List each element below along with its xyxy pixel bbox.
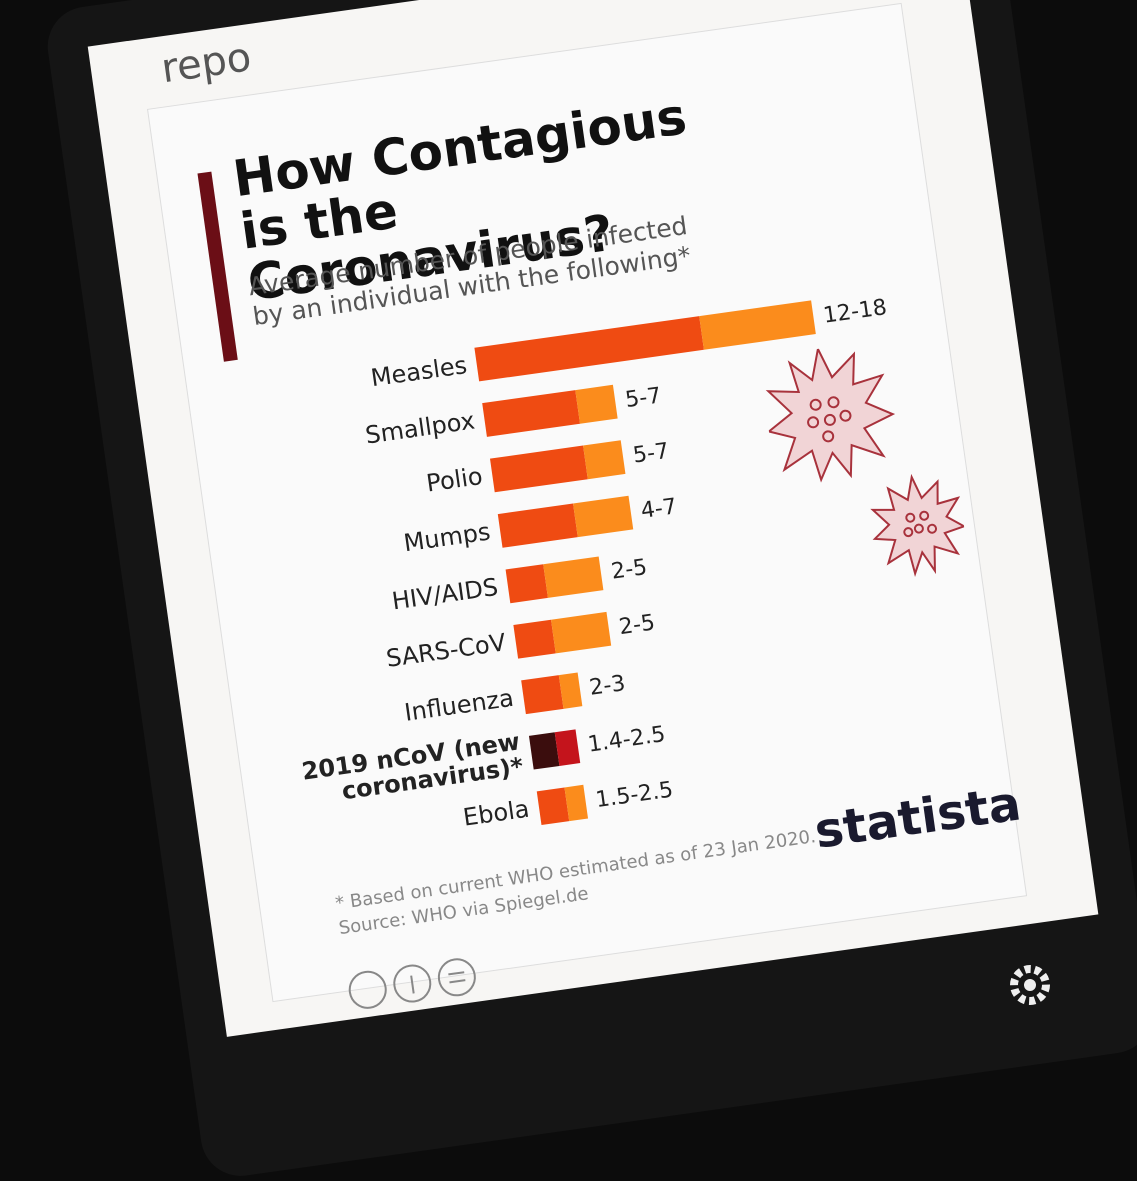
bar-high xyxy=(564,784,589,822)
settings-icon[interactable] xyxy=(1000,955,1060,1015)
cut-text: repo xyxy=(158,34,255,93)
bar-low xyxy=(505,564,548,604)
bar-high xyxy=(575,384,618,424)
screen: repo How Contagious is the Coronavirus? … xyxy=(87,0,1099,1037)
virus-illustration xyxy=(765,345,967,578)
value-label: 2-3 xyxy=(587,670,627,701)
page: repo How Contagious is the Coronavirus? … xyxy=(87,0,1099,1037)
bar-low xyxy=(513,619,556,659)
chart-panel: How Contagious is the Coronavirus? Avera… xyxy=(146,2,1028,1009)
bar-high xyxy=(550,611,612,654)
value-label: 5-7 xyxy=(631,438,671,469)
bar-high xyxy=(698,300,816,350)
bar-high xyxy=(558,672,582,709)
bar-low xyxy=(497,503,578,548)
bar-low xyxy=(521,675,564,715)
value-label: 2-5 xyxy=(617,609,657,640)
phone: repo How Contagious is the Coronavirus? … xyxy=(42,0,1137,1181)
bar-high xyxy=(572,495,634,538)
bar-low xyxy=(482,390,581,437)
bar-low xyxy=(489,445,589,493)
license-icons xyxy=(348,958,476,1009)
value-label: 12-18 xyxy=(821,294,889,329)
bar-high xyxy=(555,729,581,766)
bar-high xyxy=(583,440,626,480)
bar-high xyxy=(542,556,604,598)
value-label: 5-7 xyxy=(623,382,663,413)
value-label: 4-7 xyxy=(639,493,679,524)
value-label: 2-5 xyxy=(609,554,649,585)
value-label: 1.4-2.5 xyxy=(586,721,667,758)
accent-bar xyxy=(197,171,238,362)
value-label: 1.5-2.5 xyxy=(594,776,675,813)
